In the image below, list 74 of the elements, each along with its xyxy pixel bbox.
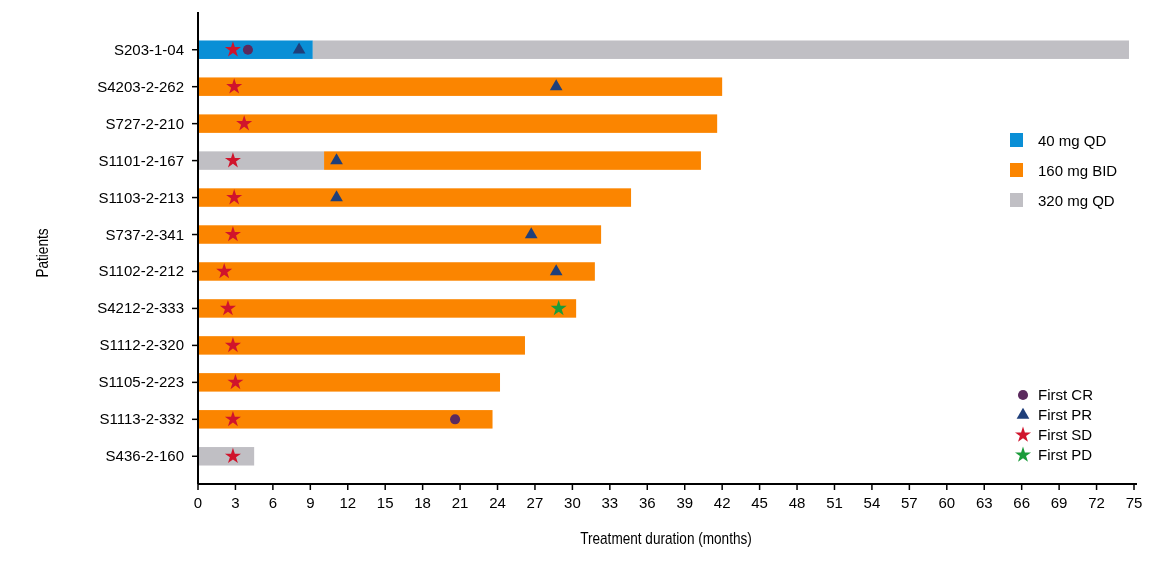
bar [312,40,1130,59]
bar [198,299,577,318]
y-tick-label: S1105-2-223 [98,373,184,391]
x-tick-label: 18 [414,494,431,511]
point [219,300,236,316]
bar [198,188,632,207]
legend-label: First PR [1038,406,1093,423]
point [224,410,241,427]
x-tick-label: 27 [526,494,544,511]
legend-label: 160 mg BID [1038,162,1118,179]
bar [198,336,525,355]
y-tick-label: S436-2-160 [105,447,184,465]
y-tick-label: S203-1-04 [113,40,184,58]
y-tick-label: S727-2-210 [105,114,184,132]
point [236,115,253,131]
y-tick-label: S737-2-341 [105,225,184,243]
legend-label: First PD [1038,446,1093,463]
bar [324,151,701,170]
bar [198,225,602,244]
point [224,226,241,242]
point [224,336,241,353]
y-tick-label: S1112-2-320 [99,336,184,354]
bar [198,114,718,133]
x-tick-label: 75 [1125,494,1143,511]
legend-label: First CR [1038,386,1094,403]
bar [198,373,501,392]
legend-label: 40 mg QD [1038,132,1107,149]
x-tick-label: 24 [489,494,506,511]
bar [198,151,325,170]
y-tick-label: S1102-2-212 [98,262,184,280]
legend-label: First SD [1038,426,1093,443]
y-tick-label: S4203-2-262 [97,77,184,95]
x-tick-label: 39 [676,494,694,511]
x-tick-label: 30 [564,494,581,511]
x-tick-label: 9 [306,494,315,511]
x-tick-label: 57 [901,494,918,511]
x-tick-label: 60 [938,494,956,511]
point [549,79,563,91]
x-tick-label: 3 [231,494,240,511]
y-tick-label: S1113-2-332 [99,410,184,428]
point [216,263,233,279]
y-axis-title: Patients [33,228,52,278]
x-tick-label: 51 [826,494,843,511]
x-tick-label: 63 [975,494,993,511]
legend-label: 320 mg QD [1038,192,1115,209]
point [224,152,241,168]
x-tick-label: 33 [601,494,619,511]
point [242,44,253,55]
x-tick-label: 12 [339,494,357,511]
x-tick-label: 15 [376,494,394,511]
x-tick-label: 54 [863,494,881,511]
x-tick-label: 21 [451,494,469,511]
y-tick-label: S1101-2-167 [98,151,184,169]
x-tick-label: 45 [751,494,768,511]
x-tick-label: 42 [713,494,731,511]
x-tick-label: 72 [1088,494,1105,511]
x-tick-label: 48 [788,494,806,511]
y-tick-label: S1103-2-213 [98,188,184,206]
bar [198,77,723,96]
bar [198,262,595,281]
point [224,41,241,57]
x-axis-title: Treatment duration (months) [580,529,752,548]
point [227,373,244,390]
bar [198,410,493,429]
x-tick-label: 69 [1050,494,1068,511]
x-tick-label: 66 [1013,494,1031,511]
point [226,189,243,205]
point [226,78,243,94]
x-tick-label: 36 [638,494,656,511]
y-tick-label: S4212-2-333 [97,299,184,317]
x-tick-label: 6 [268,494,278,511]
bar [198,447,255,466]
x-tick-label: 0 [193,494,203,511]
point [292,42,306,54]
